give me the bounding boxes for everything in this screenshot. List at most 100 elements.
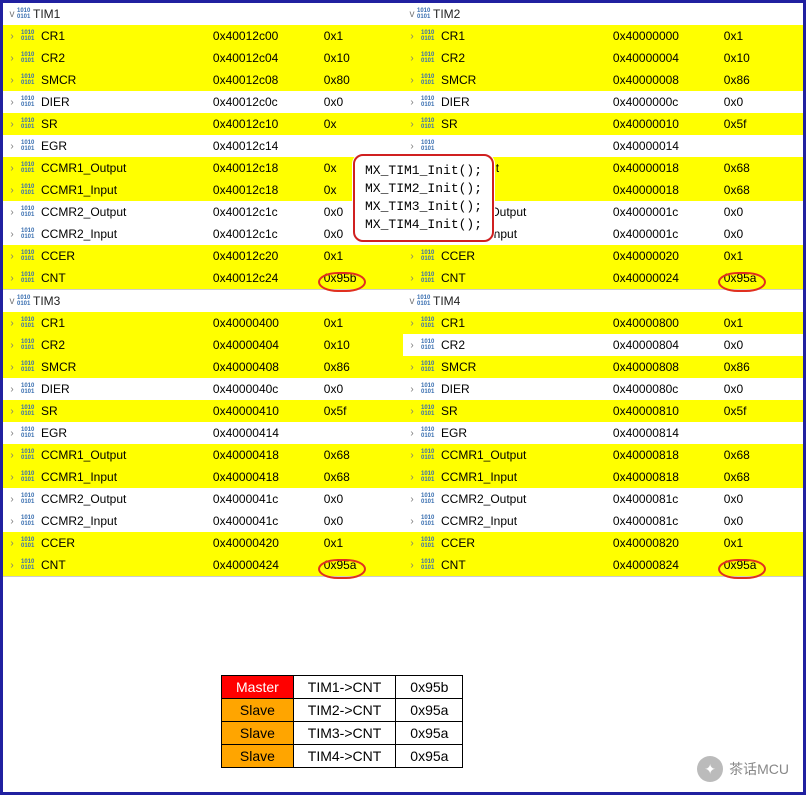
- register-row[interactable]: ›10100101CCMR1_Output0x40012c180x: [3, 157, 403, 179]
- chevron-right-icon[interactable]: ›: [7, 31, 17, 42]
- chevron-right-icon[interactable]: ›: [407, 340, 417, 351]
- register-row[interactable]: ›10100101CCER0x400000200x1: [403, 245, 803, 267]
- chevron-right-icon[interactable]: ›: [407, 538, 417, 549]
- chevron-right-icon[interactable]: ›: [7, 362, 17, 373]
- chevron-right-icon[interactable]: ›: [407, 516, 417, 527]
- chevron-right-icon[interactable]: ›: [7, 75, 17, 86]
- register-address: 0x40012c08: [213, 73, 324, 87]
- chevron-right-icon[interactable]: ›: [7, 229, 17, 240]
- chevron-right-icon[interactable]: ›: [7, 53, 17, 64]
- register-row[interactable]: ›10100101CCMR2_Output0x4000041c0x0: [3, 488, 403, 510]
- register-name: CCER: [441, 249, 475, 263]
- register-row[interactable]: ›10100101CCMR1_Input0x40012c180x: [3, 179, 403, 201]
- register-row[interactable]: ›10100101CR10x40012c000x1: [3, 25, 403, 47]
- chevron-right-icon[interactable]: ›: [407, 494, 417, 505]
- register-row[interactable]: ›10100101CNT0x40012c240x95b: [3, 267, 403, 289]
- chevron-right-icon[interactable]: ›: [7, 494, 17, 505]
- chevron-right-icon[interactable]: ›: [7, 273, 17, 284]
- chevron-right-icon[interactable]: ›: [407, 318, 417, 329]
- register-row[interactable]: ›10100101CNT0x400004240x95a: [3, 554, 403, 576]
- chevron-right-icon[interactable]: ›: [7, 119, 17, 130]
- expand-icon[interactable]: v: [407, 296, 417, 307]
- register-row[interactable]: ›10100101CCER0x400008200x1: [403, 532, 803, 554]
- register-row[interactable]: ›10100101CNT0x400008240x95a: [403, 554, 803, 576]
- register-row[interactable]: ›10100101EGR0x40000814: [403, 422, 803, 444]
- chevron-right-icon[interactable]: ›: [407, 251, 417, 262]
- expand-icon[interactable]: v: [7, 296, 17, 307]
- register-row[interactable]: ›10100101CR10x400004000x1: [3, 312, 403, 334]
- register-row[interactable]: ›10100101SMCR0x400004080x86: [3, 356, 403, 378]
- chevron-right-icon[interactable]: ›: [7, 251, 17, 262]
- chevron-right-icon[interactable]: ›: [7, 318, 17, 329]
- chevron-right-icon[interactable]: ›: [7, 406, 17, 417]
- register-row[interactable]: ›10100101CNT0x400000240x95a: [403, 267, 803, 289]
- chevron-right-icon[interactable]: ›: [7, 516, 17, 527]
- register-row[interactable]: ›10100101SMCR0x400008080x86: [403, 356, 803, 378]
- register-row[interactable]: ›10100101DIER0x4000080c0x0: [403, 378, 803, 400]
- chevron-right-icon[interactable]: ›: [7, 163, 17, 174]
- register-row[interactable]: ›10100101CCMR2_Output0x40012c1c0x0: [3, 201, 403, 223]
- chevron-right-icon[interactable]: ›: [407, 273, 417, 284]
- chevron-right-icon[interactable]: ›: [407, 75, 417, 86]
- register-row[interactable]: ›10100101EGR0x40012c14: [3, 135, 403, 157]
- chevron-right-icon[interactable]: ›: [7, 97, 17, 108]
- chevron-right-icon[interactable]: ›: [407, 53, 417, 64]
- chevron-right-icon[interactable]: ›: [407, 97, 417, 108]
- register-row[interactable]: ›10100101CR10x400000000x1: [403, 25, 803, 47]
- panel-header[interactable]: v10100101TIM3: [3, 290, 403, 312]
- register-row[interactable]: ›10100101CCMR1_Input0x400008180x68: [403, 466, 803, 488]
- chevron-right-icon[interactable]: ›: [7, 340, 17, 351]
- register-row[interactable]: ›10100101DIER0x4000000c0x0: [403, 91, 803, 113]
- chevron-right-icon[interactable]: ›: [407, 362, 417, 373]
- register-row[interactable]: ›10100101CR20x40012c040x10: [3, 47, 403, 69]
- chevron-right-icon[interactable]: ›: [407, 384, 417, 395]
- register-row[interactable]: ›10100101CR20x400008040x0: [403, 334, 803, 356]
- panel-header[interactable]: v10100101TIM1: [3, 3, 403, 25]
- register-row[interactable]: ›10100101CCMR2_Input0x4000081c0x0: [403, 510, 803, 532]
- register-address: 0x40000418: [213, 470, 324, 484]
- chevron-right-icon[interactable]: ›: [7, 560, 17, 571]
- chevron-right-icon[interactable]: ›: [407, 428, 417, 439]
- chevron-right-icon[interactable]: ›: [7, 428, 17, 439]
- register-row[interactable]: ›10100101DIER0x4000040c0x0: [3, 378, 403, 400]
- chevron-right-icon[interactable]: ›: [7, 185, 17, 196]
- role-cell: Master: [222, 676, 294, 699]
- chevron-right-icon[interactable]: ›: [407, 119, 417, 130]
- register-row[interactable]: ›10100101SMCR0x40012c080x80: [3, 69, 403, 91]
- chevron-right-icon[interactable]: ›: [407, 472, 417, 483]
- register-row[interactable]: ›10100101CCER0x400004200x1: [3, 532, 403, 554]
- chevron-right-icon[interactable]: ›: [407, 560, 417, 571]
- chevron-right-icon[interactable]: ›: [407, 406, 417, 417]
- expand-icon[interactable]: v: [7, 9, 17, 20]
- register-row[interactable]: ›10100101CCMR1_Output0x400008180x68: [403, 444, 803, 466]
- register-row[interactable]: ›10100101SR0x400004100x5f: [3, 400, 403, 422]
- register-row[interactable]: ›10100101DIER0x40012c0c0x0: [3, 91, 403, 113]
- chevron-right-icon[interactable]: ›: [7, 450, 17, 461]
- register-row[interactable]: ›10100101SR0x400008100x5f: [403, 400, 803, 422]
- chevron-right-icon[interactable]: ›: [7, 141, 17, 152]
- register-row[interactable]: ›10100101CCMR1_Input0x400004180x68: [3, 466, 403, 488]
- chevron-right-icon[interactable]: ›: [7, 538, 17, 549]
- register-row[interactable]: ›10100101CR20x400004040x10: [3, 334, 403, 356]
- register-row[interactable]: ›10100101SR0x400000100x5f: [403, 113, 803, 135]
- register-row[interactable]: ›10100101CCMR2_Output0x4000081c0x0: [403, 488, 803, 510]
- register-row[interactable]: ›10100101CCER0x40012c200x1: [3, 245, 403, 267]
- chevron-right-icon[interactable]: ›: [407, 141, 417, 152]
- chevron-right-icon[interactable]: ›: [7, 207, 17, 218]
- register-row[interactable]: ›10100101CR10x400008000x1: [403, 312, 803, 334]
- chevron-right-icon[interactable]: ›: [407, 31, 417, 42]
- panel-header[interactable]: v10100101TIM4: [403, 290, 803, 312]
- panel-header[interactable]: v10100101TIM2: [403, 3, 803, 25]
- register-row[interactable]: ›10100101EGR0x40000414: [3, 422, 403, 444]
- register-row[interactable]: ›10100101CCMR2_Input0x4000041c0x0: [3, 510, 403, 532]
- highlight-circle: [318, 272, 366, 292]
- expand-icon[interactable]: v: [407, 9, 417, 20]
- register-row[interactable]: ›10100101CR20x400000040x10: [403, 47, 803, 69]
- chevron-right-icon[interactable]: ›: [407, 450, 417, 461]
- register-row[interactable]: ›10100101CCMR2_Input0x40012c1c0x0: [3, 223, 403, 245]
- chevron-right-icon[interactable]: ›: [7, 472, 17, 483]
- register-row[interactable]: ›10100101SMCR0x400000080x86: [403, 69, 803, 91]
- register-row[interactable]: ›10100101SR0x40012c100x: [3, 113, 403, 135]
- register-row[interactable]: ›10100101CCMR1_Output0x400004180x68: [3, 444, 403, 466]
- chevron-right-icon[interactable]: ›: [7, 384, 17, 395]
